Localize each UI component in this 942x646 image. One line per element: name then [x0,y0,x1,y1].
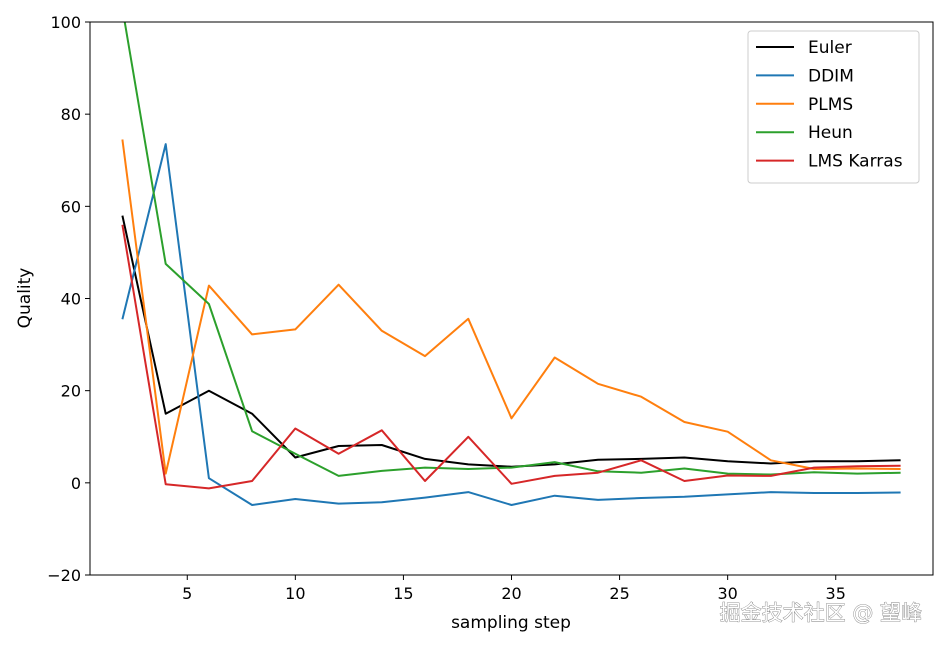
series-layer [121,22,901,506]
legend-label: PLMS [808,95,853,115]
y-tick-label: 60 [61,197,81,216]
x-tick-label: 20 [501,584,521,603]
x-tick-label: 5 [182,584,192,603]
axes-layer: 5 10 15 20 25 30 35 −20 0 20 40 60 80 100 [47,13,846,603]
x-tick-label: 35 [826,584,846,603]
x-axis-label: sampling step [451,613,571,633]
legend-label: DDIM [808,66,854,86]
series-line-euler [121,215,901,468]
x-tick-label: 30 [717,584,737,603]
y-tick-label: 0 [71,474,81,493]
legend-frame [747,30,920,184]
legend: Euler DDIM PLMS Heun LMS Karras [747,30,920,184]
legend-label: LMS Karras [808,152,903,172]
series-line-lms-karras [121,224,901,490]
y-tick-label: 20 [61,382,81,401]
x-tick-label: 25 [609,584,629,603]
y-tick-label: 100 [50,13,81,32]
y-tick-label: −20 [47,566,81,585]
y-axis-label: Quality [15,268,35,329]
series-line-plms [121,139,901,475]
y-tick-label: 40 [61,290,81,309]
x-tick-label: 10 [285,584,305,603]
legend-label: Heun [808,123,853,143]
watermark: 掘金技术社区 @ 望峰 [720,601,922,625]
x-tick-label: 15 [393,584,413,603]
series-line-ddim [121,143,901,506]
series-line-heun [123,22,901,477]
plot-frame [89,21,934,576]
y-tick-label: 80 [61,105,81,124]
legend-label: Euler [808,38,852,58]
